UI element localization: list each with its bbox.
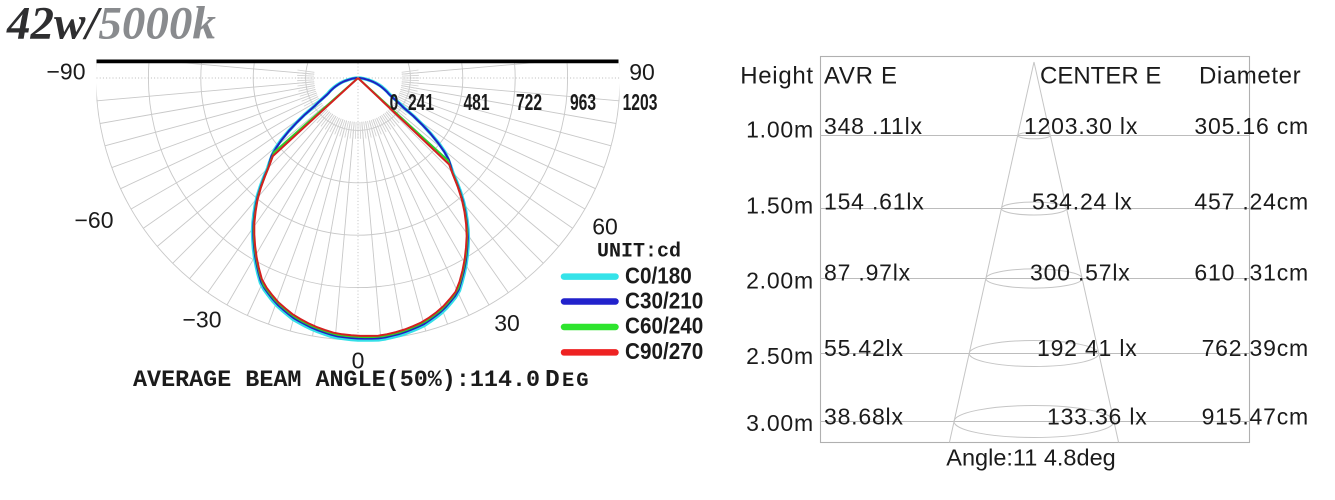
svg-text:457 .24cm: 457 .24cm xyxy=(1194,189,1309,215)
svg-text:1203.30 lx: 1203.30 lx xyxy=(1024,113,1138,139)
svg-text:0: 0 xyxy=(390,90,399,116)
svg-text:EG: EG xyxy=(562,370,591,393)
svg-text:722: 722 xyxy=(516,90,542,116)
svg-text:38.68lx: 38.68lx xyxy=(824,404,904,430)
svg-text:C90/270: C90/270 xyxy=(625,338,703,364)
svg-text:55.42lx: 55.42lx xyxy=(824,335,904,361)
svg-text:534.24 lx: 534.24 lx xyxy=(1032,189,1133,215)
svg-text:AVR E: AVR E xyxy=(824,63,898,90)
svg-text:87 .97lx: 87 .97lx xyxy=(824,260,911,286)
svg-text:30: 30 xyxy=(494,310,520,336)
svg-text:2.50m: 2.50m xyxy=(746,343,814,369)
svg-text:60: 60 xyxy=(592,214,618,240)
svg-text:192 41 lx: 192 41 lx xyxy=(1037,335,1138,361)
svg-text:348 .11lx: 348 .11lx xyxy=(824,113,923,139)
svg-text:D: D xyxy=(545,367,560,394)
svg-text:3.00m: 3.00m xyxy=(746,410,814,436)
svg-text:915.47cm: 915.47cm xyxy=(1202,404,1309,430)
svg-text:90: 90 xyxy=(629,59,655,85)
svg-text:C30/210: C30/210 xyxy=(625,287,703,313)
svg-text:1.50m: 1.50m xyxy=(746,193,814,219)
svg-text:1.00m: 1.00m xyxy=(746,117,814,143)
svg-text:−60: −60 xyxy=(74,207,113,233)
svg-text:C0/180: C0/180 xyxy=(625,262,692,288)
svg-text:2.00m: 2.00m xyxy=(746,268,814,294)
svg-text:762.39cm: 762.39cm xyxy=(1202,335,1309,361)
svg-text:241: 241 xyxy=(408,90,434,116)
svg-text:CENTER E: CENTER E xyxy=(1040,63,1161,90)
svg-text:305.16 cm: 305.16 cm xyxy=(1194,113,1309,139)
svg-text:300 .57lx: 300 .57lx xyxy=(1030,260,1131,286)
svg-text:481: 481 xyxy=(463,90,489,116)
svg-text:UNIT:cd: UNIT:cd xyxy=(597,241,681,264)
svg-text:−90: −90 xyxy=(46,59,85,85)
svg-text:154 .61lx: 154 .61lx xyxy=(824,189,925,215)
svg-text:133.36 lx: 133.36 lx xyxy=(1047,404,1148,430)
svg-text:Angle:11 4.8deg: Angle:11 4.8deg xyxy=(946,445,1115,471)
svg-text:Height: Height xyxy=(740,63,814,90)
svg-text:Diameter: Diameter xyxy=(1199,63,1301,90)
svg-text:AVERAGE BEAM ANGLE(50%):114.0: AVERAGE BEAM ANGLE(50%):114.0 xyxy=(133,368,540,394)
svg-text:0: 0 xyxy=(352,348,365,374)
svg-text:963: 963 xyxy=(570,90,596,116)
svg-text:1203: 1203 xyxy=(623,90,658,116)
svg-text:42w/5000k: 42w/5000k xyxy=(6,0,216,50)
svg-text:C60/240: C60/240 xyxy=(625,312,703,338)
svg-text:−30: −30 xyxy=(182,307,221,333)
svg-text:610 .31cm: 610 .31cm xyxy=(1194,260,1309,286)
